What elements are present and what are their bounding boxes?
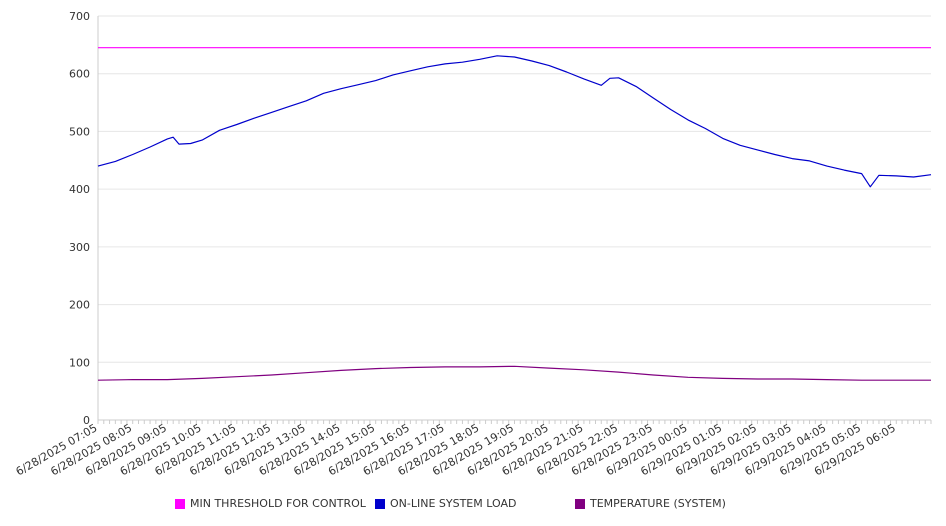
y-tick-label: 300	[69, 241, 90, 254]
y-tick-label: 0	[83, 414, 90, 427]
legend-item-temperature[interactable]: TEMPERATURE (SYSTEM)	[575, 497, 726, 510]
y-tick-label: 100	[69, 356, 90, 369]
series-line-temperature-system	[97, 365, 931, 381]
y-tick-label: 600	[69, 68, 90, 81]
legend-item-system-load[interactable]: ON-LINE SYSTEM LOAD	[375, 497, 516, 510]
legend-swatch-system-load	[375, 498, 385, 509]
legend-item-min-threshold[interactable]: MIN THRESHOLD FOR CONTROL	[175, 497, 366, 510]
y-tick-label: 700	[69, 10, 90, 23]
legend-swatch-min-threshold	[175, 498, 185, 509]
y-tick-label: 500	[69, 125, 90, 138]
legend-label-temperature: TEMPERATURE (SYSTEM)	[590, 497, 726, 510]
legend-label-min-threshold: MIN THRESHOLD FOR CONTROL	[190, 497, 366, 510]
legend: MIN THRESHOLD FOR CONTROL ON-LINE SYSTEM…	[0, 497, 946, 515]
y-tick-label: 200	[69, 299, 90, 312]
series-line-on-line-system-load	[97, 55, 932, 188]
y-tick-label: 400	[69, 183, 90, 196]
legend-swatch-temperature	[575, 498, 585, 509]
legend-label-system-load: ON-LINE SYSTEM LOAD	[390, 497, 517, 510]
